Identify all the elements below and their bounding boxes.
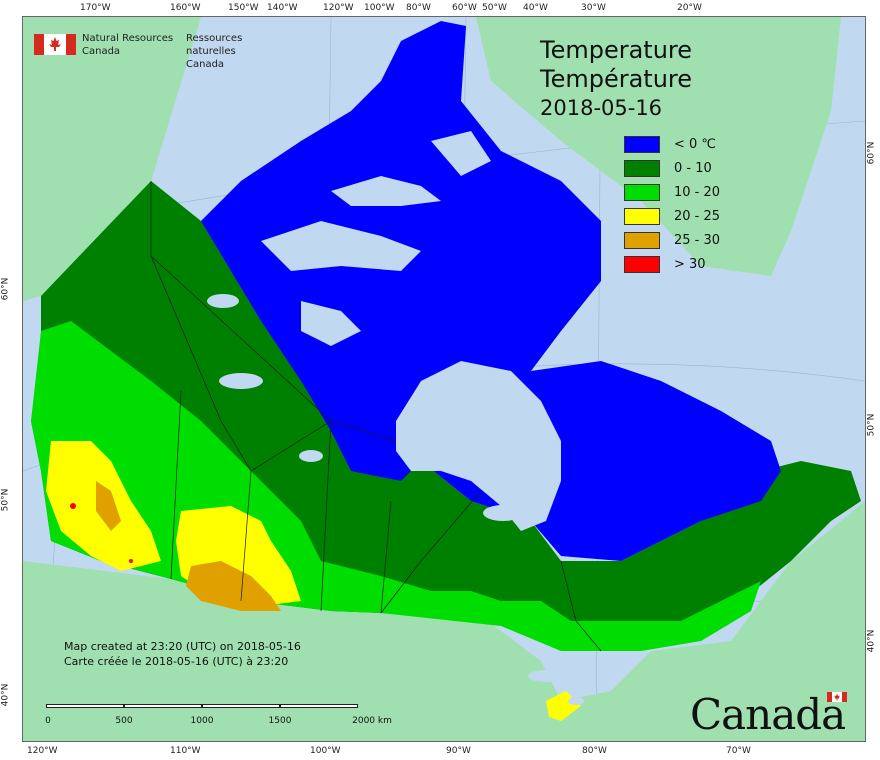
- legend-label: 10 - 20: [674, 185, 721, 200]
- legend-label: 25 - 30: [674, 233, 721, 248]
- credit-fr: Carte créée le 2018-05-16 (UTC) à 23:20: [64, 655, 289, 668]
- scale-segment: [202, 704, 280, 708]
- zone-25-30-bc: [96, 481, 121, 531]
- legend-swatch: [624, 136, 660, 153]
- lon-label-bottom: 90°W: [446, 746, 471, 756]
- map-title: Temperature Température 2018-05-16: [540, 36, 692, 123]
- canada-wordmark: Canada: [690, 690, 846, 739]
- org-name-en-line1: Natural Resources: [82, 33, 174, 44]
- temperature-map: [23, 17, 865, 741]
- lat-label-right: 50°N: [866, 413, 877, 437]
- title-fr: Température: [540, 65, 693, 93]
- legend-label: 20 - 25: [674, 209, 721, 224]
- canada-flag-icon: [34, 34, 76, 55]
- legend-swatch: [624, 208, 660, 225]
- legend-label: 0 - 10: [674, 161, 712, 176]
- scale-segment: [124, 704, 202, 708]
- hudson-bay: [396, 361, 561, 531]
- lat-label-left: 60°N: [0, 277, 11, 301]
- lon-label-top: 20°W: [677, 3, 702, 13]
- zone-gt-30: [129, 559, 133, 563]
- scale-tick: 500: [115, 716, 133, 726]
- legend-label: < 0 ℃: [674, 137, 717, 152]
- lat-label-left: 40°N: [0, 683, 11, 707]
- lon-label-bottom: 80°W: [582, 746, 607, 756]
- wordmark-flag-icon: [827, 692, 847, 702]
- lat-label-left: 50°N: [0, 488, 11, 512]
- lon-label-bottom: 100°W: [310, 746, 341, 756]
- lon-label-top: 40°W: [523, 3, 548, 13]
- lat-label-right: 40°N: [866, 629, 877, 653]
- lat-label-right: 60°N: [866, 141, 877, 165]
- org-name-fr: Ressources naturelles Canada: [186, 32, 286, 71]
- org-name-fr-line2: Canada: [186, 59, 225, 70]
- lon-label-top: 60°W: [452, 3, 477, 13]
- alaska-land: [23, 17, 201, 301]
- lon-label-top: 100°W: [364, 3, 395, 13]
- lon-label-bottom: 120°W: [27, 746, 58, 756]
- zone-25-30: [186, 561, 281, 611]
- lon-label-top: 50°W: [482, 3, 507, 13]
- title-date: 2018-05-16: [540, 96, 663, 120]
- map-canvas[interactable]: [22, 16, 866, 742]
- provincial-borders: [150, 181, 602, 652]
- zone-gt-30: [70, 503, 76, 509]
- scale-tick: 0: [45, 716, 51, 726]
- title-en: Temperature: [540, 36, 693, 64]
- org-name-fr-line1: Ressources naturelles: [186, 33, 243, 57]
- legend-swatch: [624, 160, 660, 177]
- lon-label-bottom: 110°W: [170, 746, 201, 756]
- map-credits: Map created at 23:20 (UTC) on 2018-05-16…: [64, 639, 301, 669]
- legend-label: > 30: [674, 257, 706, 272]
- lon-label-top: 160°W: [170, 3, 201, 13]
- scale-bar: 0 500 1000 1500 2000 km: [45, 704, 392, 728]
- lon-label-top: 30°W: [581, 3, 606, 13]
- lon-label-bottom: 70°W: [726, 746, 751, 756]
- lon-label-top: 140°W: [267, 3, 298, 13]
- lon-label-top: 170°W: [80, 3, 111, 13]
- lon-label-top: 150°W: [228, 3, 259, 13]
- legend-swatch: [624, 184, 660, 201]
- arctic-channels: [261, 131, 491, 346]
- scale-segment: [46, 704, 124, 708]
- credit-en: Map created at 23:20 (UTC) on 2018-05-16: [64, 640, 301, 653]
- lakes: [207, 294, 584, 705]
- usa-land: [23, 501, 865, 741]
- scale-tick: 1500: [268, 716, 292, 726]
- org-name-en: Natural Resources Canada: [82, 32, 182, 58]
- org-name-en-line2: Canada: [82, 46, 121, 57]
- scale-tick: 1000: [190, 716, 214, 726]
- lon-label-top: 120°W: [323, 3, 354, 13]
- zone-below-0: [201, 21, 781, 561]
- scale-tick: 2000 km: [352, 716, 392, 726]
- scale-segment: [280, 704, 358, 708]
- legend-swatch: [624, 232, 660, 249]
- lon-label-top: 80°W: [406, 3, 431, 13]
- legend-swatch: [624, 256, 660, 273]
